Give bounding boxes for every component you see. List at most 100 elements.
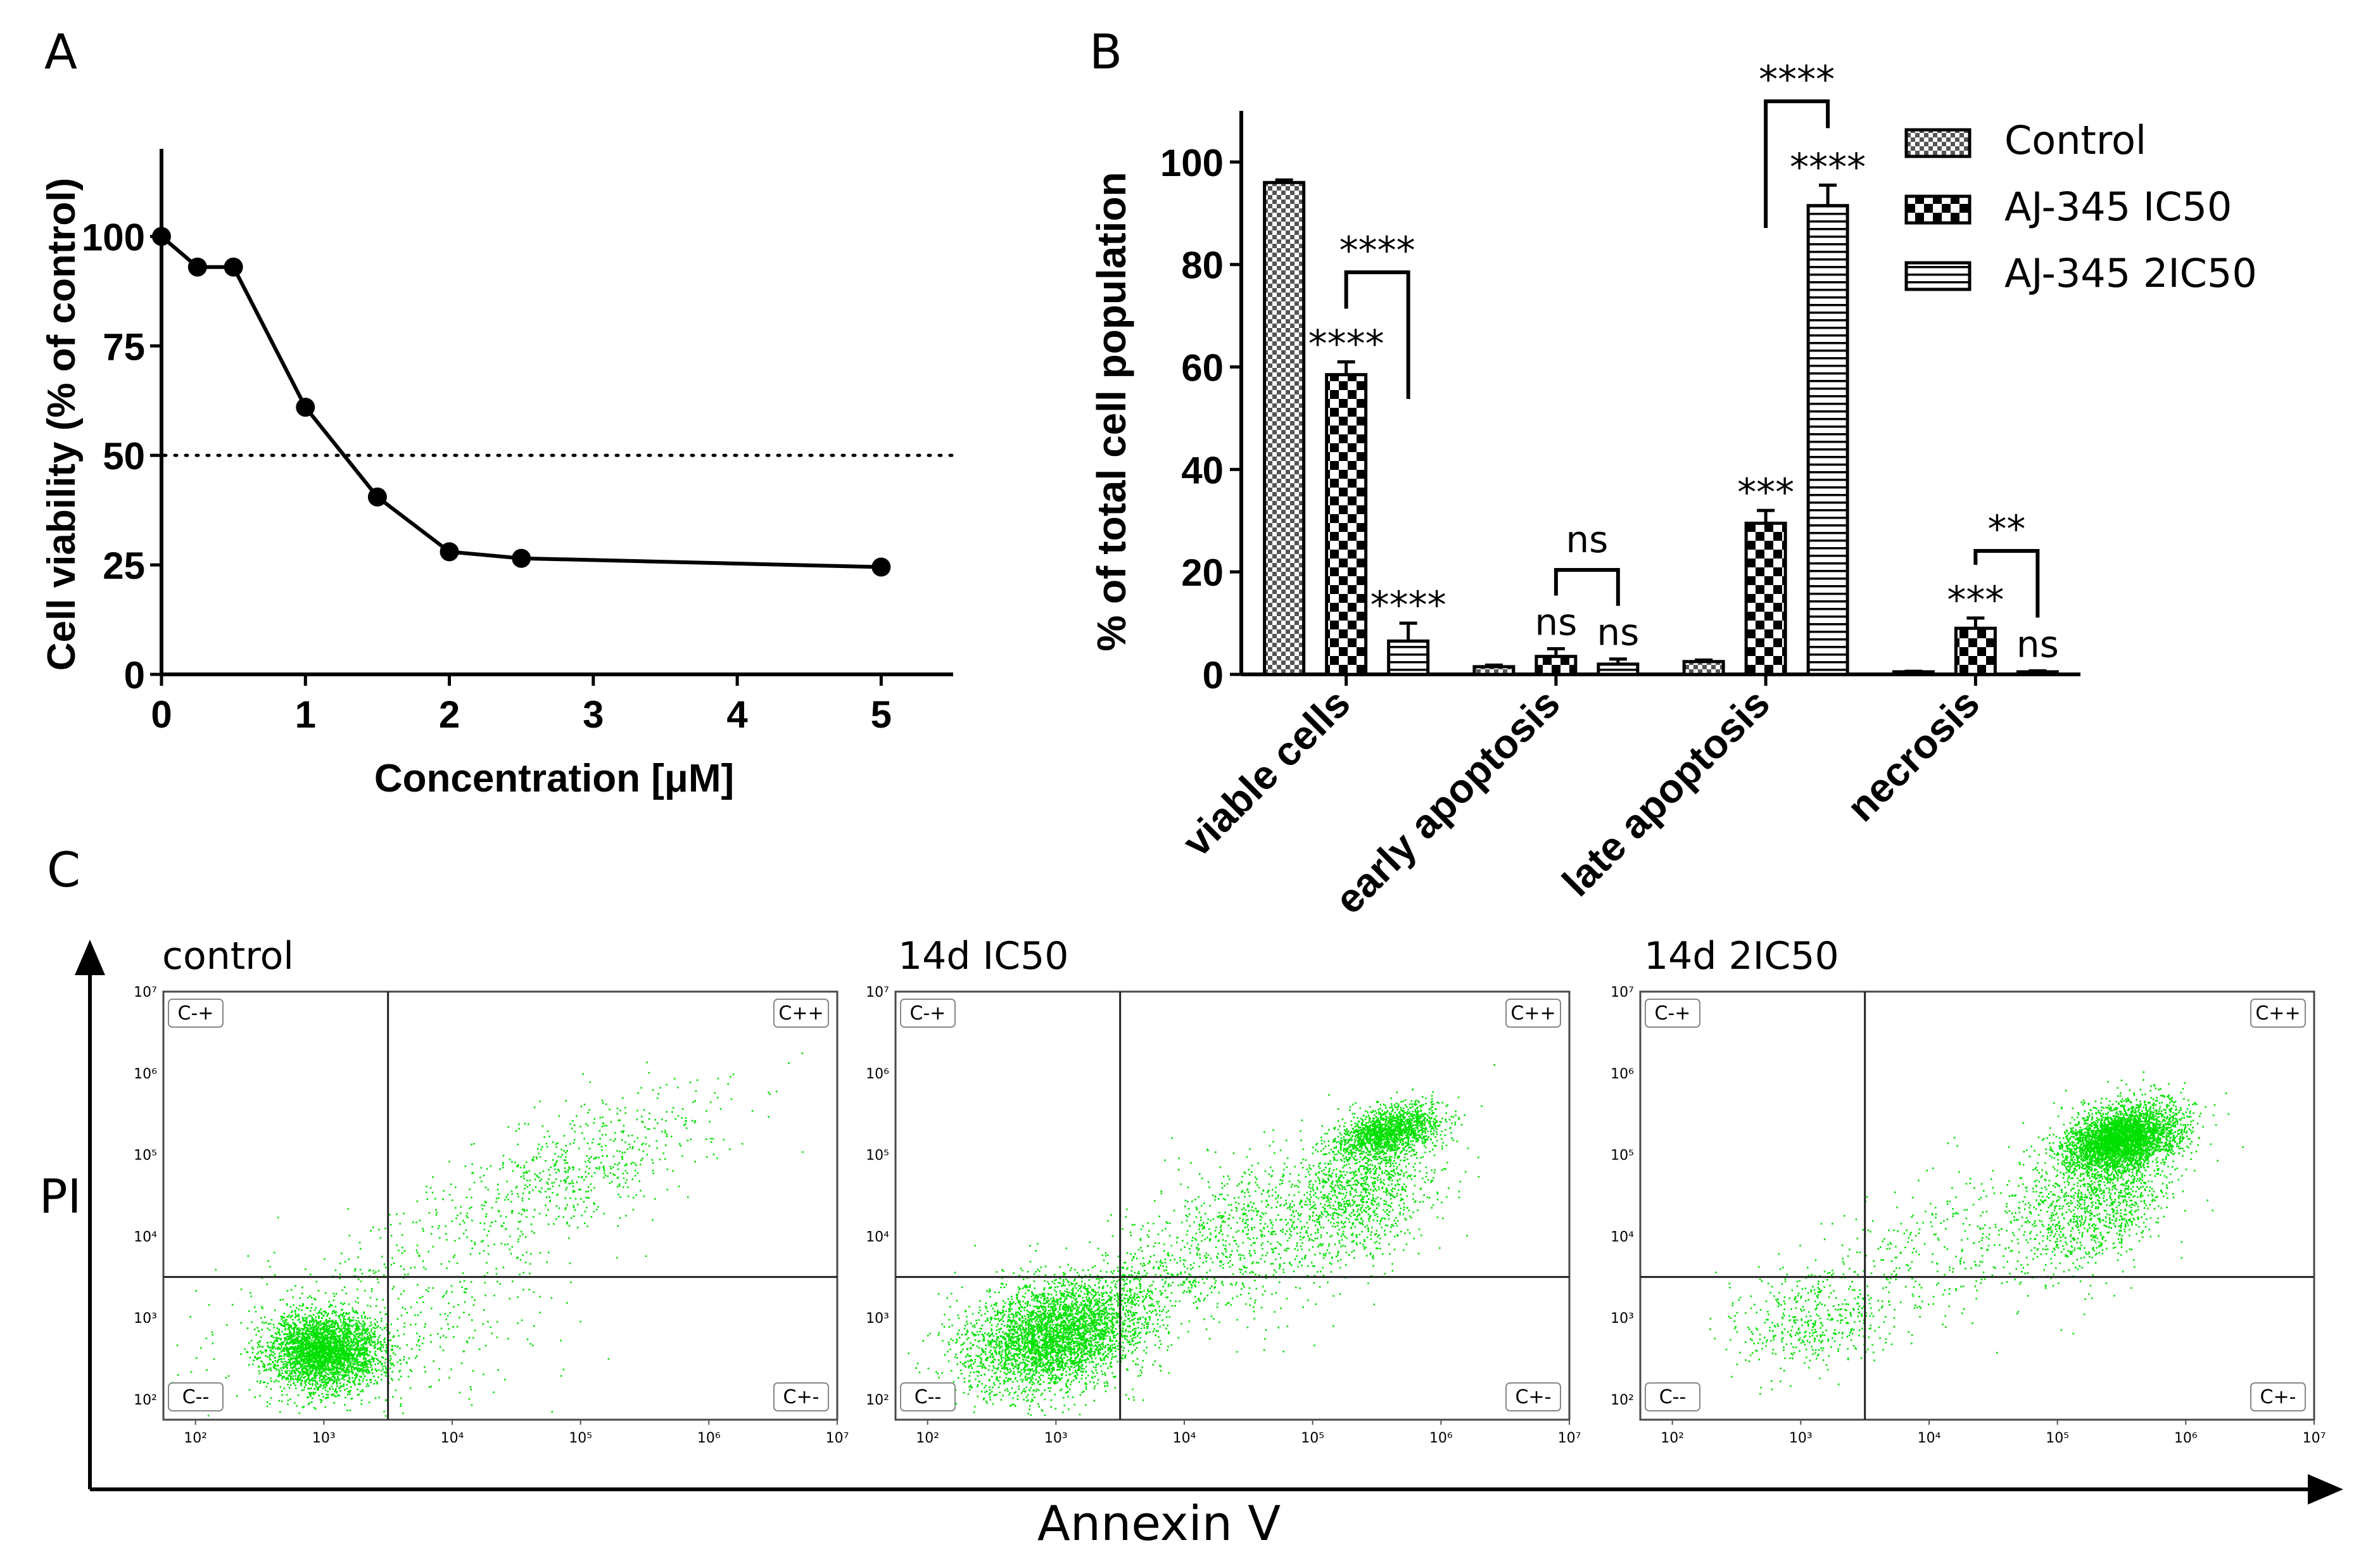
flow-event-dot [329,1336,332,1339]
flow-event-dot [397,1346,399,1348]
flow-quadrant-label: C++ [778,1002,823,1025]
flow-event-dot [331,1368,334,1370]
flow-event-dot [316,1312,319,1315]
flow-event-dot [1102,1342,1105,1344]
flow-event-dot [410,1267,412,1269]
flow-event-dot [343,1327,345,1330]
flow-event-dot [991,1328,992,1330]
flow-event-dot [526,1171,528,1174]
flow-event-dot [314,1352,317,1354]
flow-event-dot [293,1323,295,1325]
flow-event-dot [345,1311,348,1314]
flow-event-dot [1087,1358,1089,1361]
flow-event-dot [322,1346,324,1348]
flow-event-dot [345,1371,346,1373]
flow-event-dot [299,1356,301,1358]
flow-event-dot [384,1415,387,1417]
flow-event-dot [310,1392,312,1394]
flow-event-dot [478,1348,481,1350]
flow-event-dot [1122,1307,1125,1310]
flow-event-dot [281,1351,282,1353]
flow-event-dot [348,1337,351,1339]
flow-event-dot [357,1370,359,1372]
flow-event-dot [305,1337,307,1339]
flow-event-dot [652,1170,654,1171]
flow-event-dot [305,1372,307,1374]
flow-event-dot [304,1313,307,1315]
flow-event-dot [956,1341,958,1342]
flow-event-dot [339,1373,341,1376]
flow-event-dot [373,1345,376,1348]
flow-event-dot [988,1379,991,1381]
flow-event-dot [1156,1323,1159,1325]
flow-event-dot [426,1191,427,1194]
flow-event-dot [338,1348,340,1350]
flow-event-dot [357,1330,358,1332]
flow-event-dot [300,1354,301,1357]
flow-event-dot [1073,1280,1075,1282]
flow-event-dot [511,1161,513,1163]
flow-event-dot [602,1122,605,1124]
flow-event-dot [354,1311,356,1313]
flow-event-dot [389,1355,391,1357]
flow-event-dot [717,1077,719,1080]
flow-event-dot [301,1333,303,1335]
flow-event-dot [528,1198,530,1200]
flow-event-dot [467,1341,469,1344]
flow-event-dot [355,1342,357,1344]
flow-event-dot [320,1365,322,1367]
flow-event-dot [450,1368,452,1370]
flow-event-dot [296,1339,298,1341]
flow-event-dot [556,1160,558,1162]
flow-event-dot [344,1364,346,1366]
flow-event-dot [273,1342,275,1345]
flow-event-dot [248,1342,250,1344]
flow-event-dot [326,1352,328,1354]
flow-event-dot [294,1365,297,1368]
flow-event-dot [369,1359,371,1361]
flow-event-dot [365,1371,367,1373]
flow-event-dot [1044,1295,1046,1297]
flow-event-dot [307,1359,310,1361]
flow-event-dot [308,1374,310,1376]
flow-event-dot [298,1313,300,1315]
flow-event-dot [497,1369,499,1371]
flow-event-dot [462,1220,464,1221]
flow-event-dot [522,1289,524,1291]
flow-event-dot [305,1384,307,1386]
flow-event-dot [279,1299,281,1301]
flow-event-dot [350,1354,351,1357]
flow-event-dot [322,1370,324,1372]
flow-event-dot [332,1334,334,1336]
flow-event-dot [353,1319,355,1322]
flow-event-dot [384,1358,386,1361]
flow-event-dot [323,1382,325,1384]
flow-event-dot [290,1375,292,1378]
flow-event-dot [1050,1380,1052,1382]
flow-event-dot [504,1379,506,1380]
flow-event-dot [368,1360,370,1362]
flow-event-dot [685,1123,687,1125]
flow-event-dot [341,1368,344,1370]
flow-event-dot [315,1408,317,1410]
flow-event-dot [1032,1381,1034,1384]
flow-event-dot [308,1376,310,1379]
flow-event-dot [358,1332,360,1334]
flow-event-dot [370,1330,372,1332]
flow-event-dot [289,1316,292,1319]
flow-event-dot [629,1146,631,1149]
flow-event-dot [437,1227,440,1230]
flow-event-dot [533,1291,535,1294]
flow-event-dot [568,1183,571,1185]
flow-event-dot [301,1338,303,1341]
flow-event-dot [313,1351,315,1353]
flow-event-dot [308,1322,311,1323]
flow-event-dot [600,1146,603,1148]
flow-event-dot [324,1292,327,1294]
flow-event-dot [689,1082,692,1083]
flow-event-dot [351,1363,354,1365]
flow-event-dot [310,1343,313,1345]
flow-event-dot [612,1166,614,1168]
flow-event-dot [269,1357,270,1360]
flow-event-dot [448,1328,450,1330]
